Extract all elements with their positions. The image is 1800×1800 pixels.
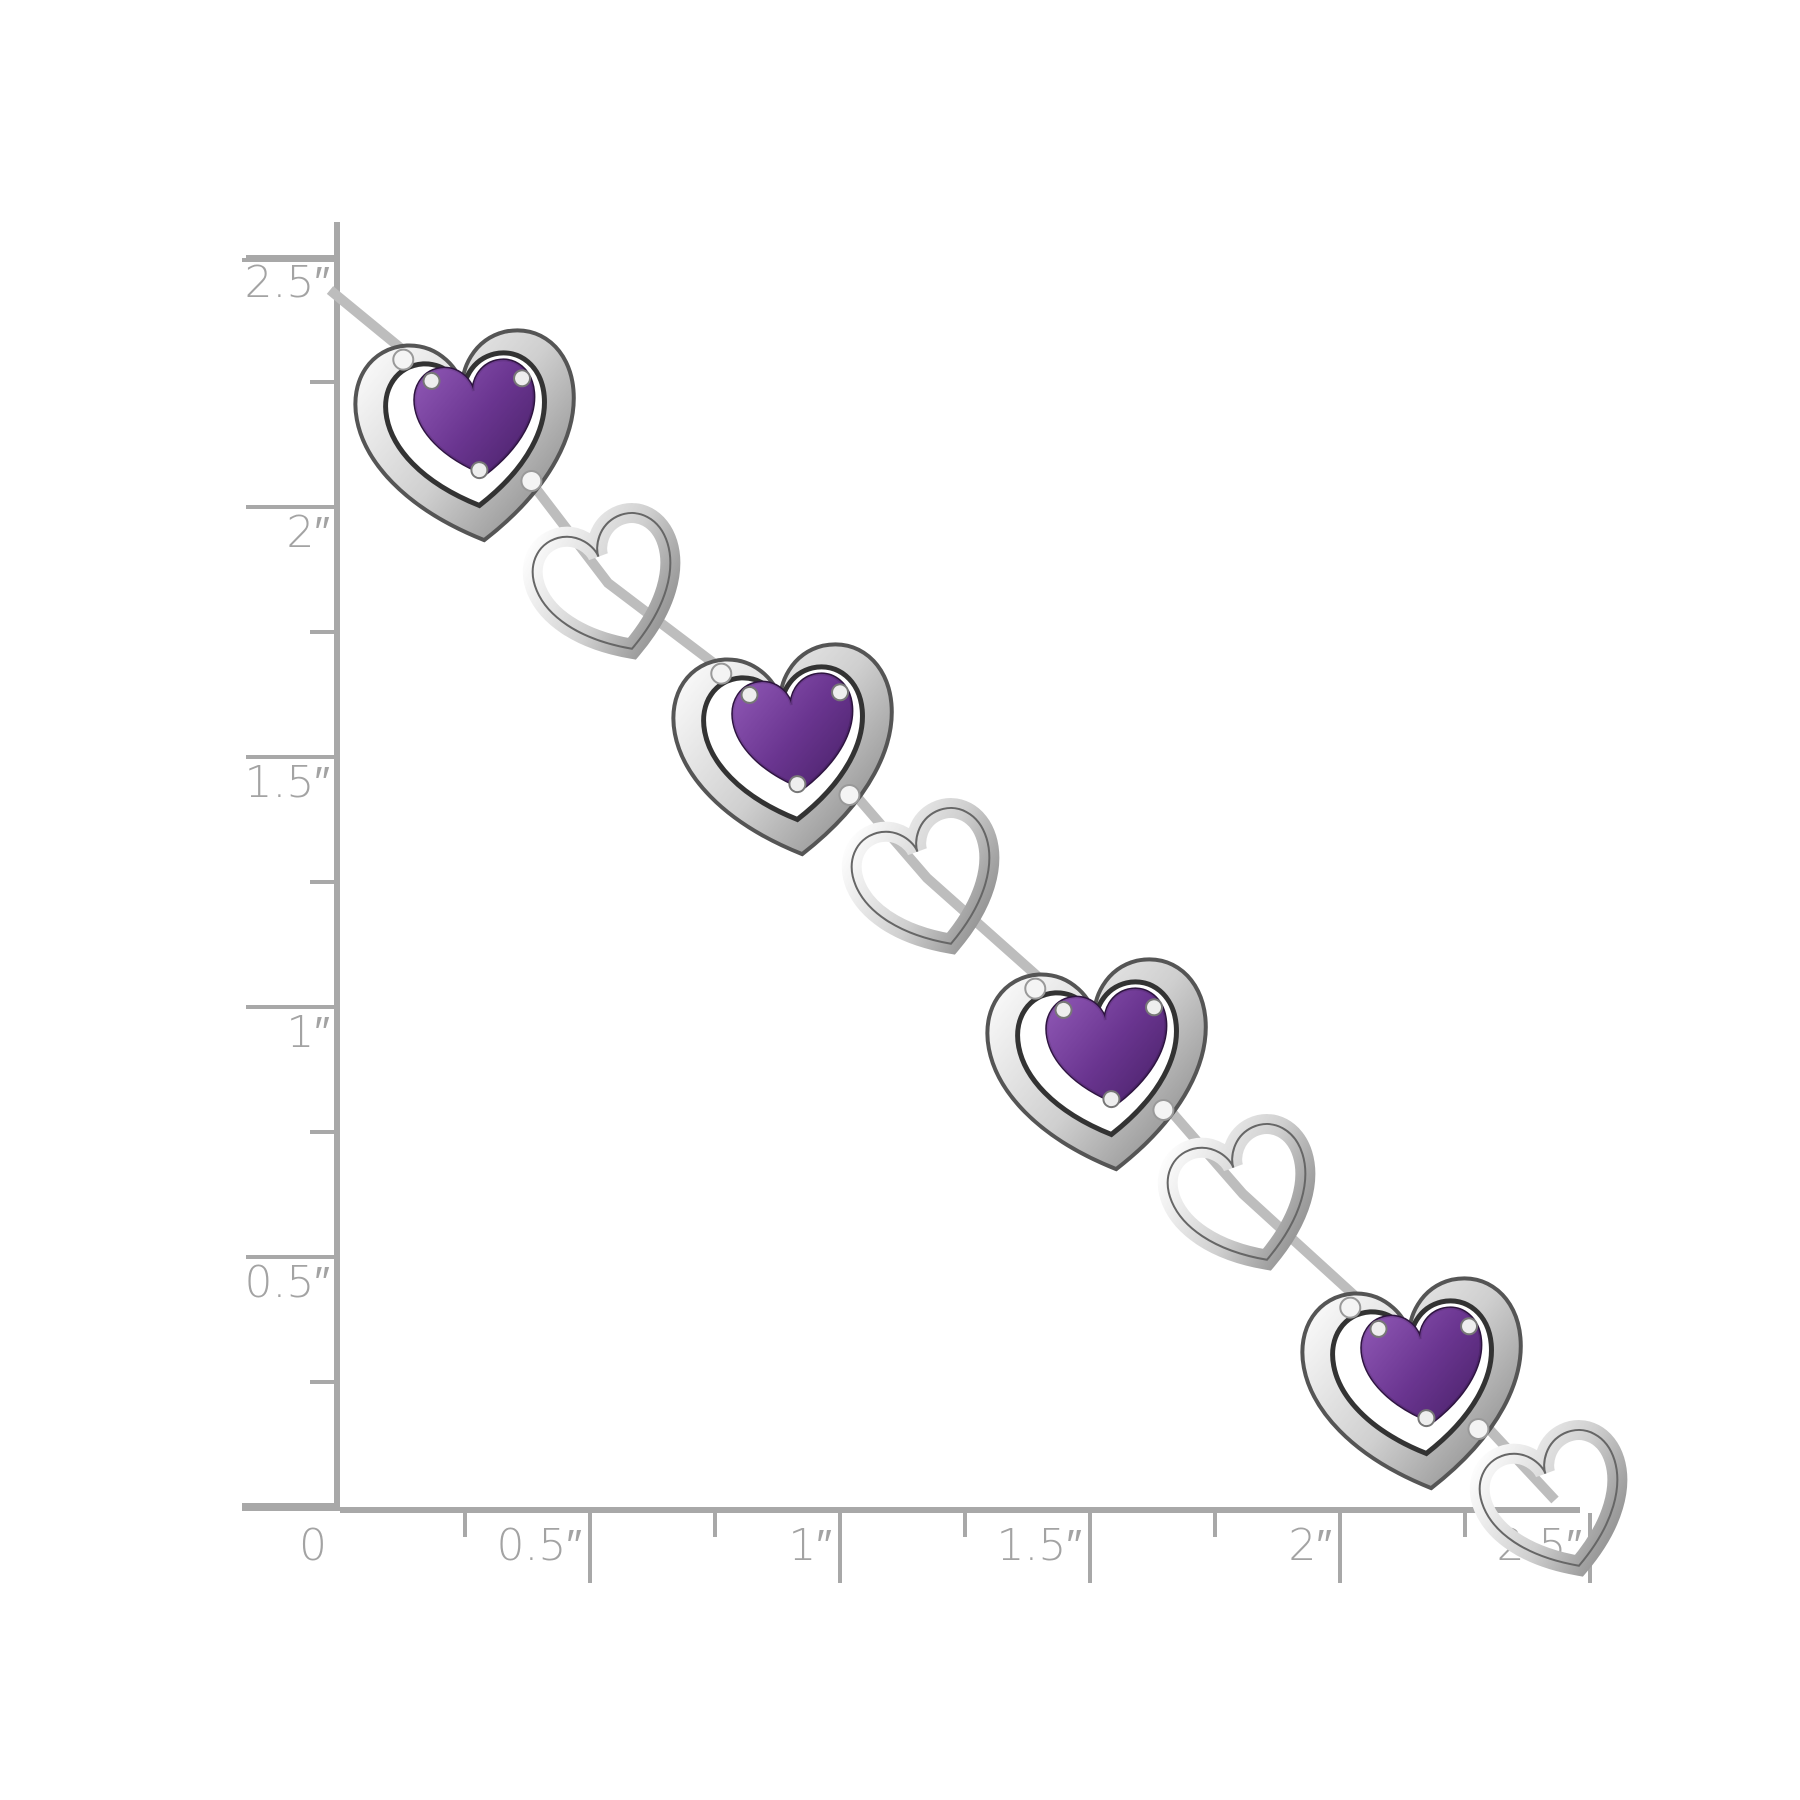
x-tick-label: 0 [299,1520,327,1571]
y-tick [246,255,340,259]
x-tick-label: 1″ [788,1520,832,1571]
diamond-accent [1024,977,1047,1000]
ruler-corner [242,1503,340,1511]
open-heart-link [1469,1420,1628,1577]
gem-link [671,642,894,857]
gem-facet [1046,988,1166,1104]
x-tick-label: 0.5″ [496,1520,582,1571]
prong [831,683,850,702]
y-tick [246,1005,340,1009]
open-heart-link [841,798,1000,955]
prong [1145,998,1164,1017]
y-tick-label: 0.5″ [244,1257,330,1308]
gem-facet [414,359,534,475]
y-tick [246,1255,340,1259]
y-tick-label: 1.5″ [244,757,330,808]
prong [788,775,807,794]
diamond-accent [710,662,733,685]
diamond-accent [392,348,415,371]
y-tick [310,380,340,384]
prong [1369,1319,1388,1338]
open-heart-outline [1166,1123,1307,1261]
prong [470,461,489,480]
diamond-accent [520,469,543,492]
open-heart-outline [850,807,991,945]
prong [740,685,759,704]
open-heart-outline [531,512,672,650]
open-heart-outline [1478,1429,1619,1567]
gem-link [1300,1276,1523,1491]
diamond-accent [1152,1098,1175,1121]
ruler-top-edge [242,258,340,262]
x-tick [588,1513,592,1583]
prong [1460,1317,1479,1336]
y-axis-line [334,222,340,1507]
open-heart-link [1157,1114,1316,1271]
x-tick-label: 2″ [1288,1520,1332,1571]
x-tick-label: 1.5″ [996,1520,1082,1571]
x-tick [1213,1513,1217,1537]
y-tick [246,505,340,509]
x-axis-line [340,1507,1580,1513]
y-tick-label: 1″ [286,1007,330,1058]
x-tick [1463,1513,1467,1537]
prong [1102,1090,1121,1109]
gem-link [353,328,576,543]
prong [1417,1409,1436,1428]
gem-facet [1361,1307,1481,1423]
bracelet [326,286,1628,1577]
x-tick [1338,1513,1342,1583]
x-tick [963,1513,967,1537]
diamond-accent [1467,1417,1490,1440]
y-tick [310,1130,340,1134]
diamond-accent [1339,1296,1362,1319]
x-tick [463,1513,467,1537]
x-tick [838,1513,842,1583]
y-tick [310,880,340,884]
x-tick [1088,1513,1092,1583]
x-tick [713,1513,717,1537]
prong [513,369,532,388]
prong [422,371,441,390]
prong [1054,1000,1073,1019]
y-tick-label: 2″ [286,507,330,558]
y-tick [246,755,340,759]
y-tick [310,1380,340,1384]
open-heart-link [522,503,681,660]
gem-facet [732,673,852,789]
diamond-accent [838,783,861,806]
y-tick-label: 2.5″ [244,257,330,308]
y-tick [310,630,340,634]
gem-link [985,957,1208,1172]
